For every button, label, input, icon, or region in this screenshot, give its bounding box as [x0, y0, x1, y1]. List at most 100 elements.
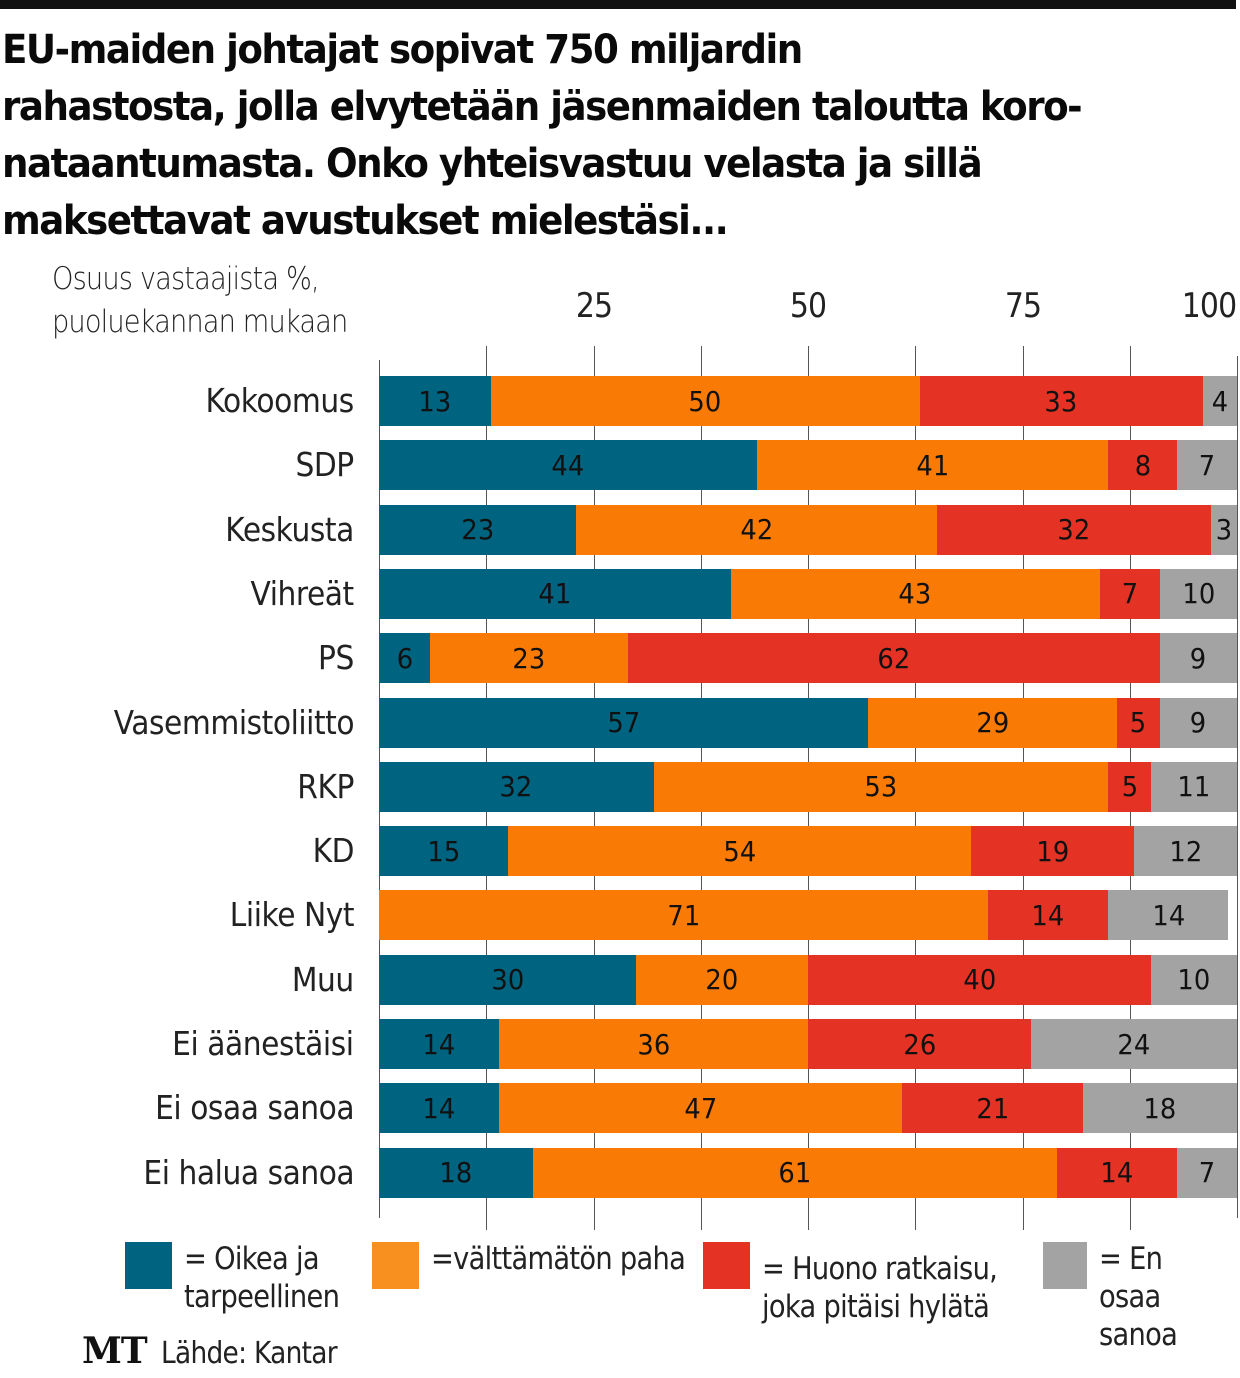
data-label: 11 — [1177, 770, 1211, 804]
title-line: EU-maiden johtajat sopivat 750 miljardin — [2, 27, 803, 73]
axis-caption-line: Osuus vastaajista %, — [52, 261, 320, 297]
bar-segment: 15 — [379, 826, 508, 877]
bar-segment: 40 — [808, 954, 1152, 1005]
data-label: 10 — [1177, 963, 1211, 997]
bar-segment: 57 — [379, 697, 869, 748]
data-label: 32 — [499, 770, 533, 804]
category-label: Ei halua sanoa — [143, 1152, 354, 1192]
x-tick-label: 100 — [1181, 286, 1237, 326]
data-label: 53 — [864, 770, 898, 804]
data-label: 40 — [963, 963, 996, 997]
bar-segment: 47 — [499, 1083, 903, 1134]
bar-segment: 14 — [379, 1019, 500, 1069]
title-line: nataantumasta. Onko yhteisvastuu velasta… — [2, 141, 983, 187]
data-label: 7 — [1121, 577, 1138, 611]
data-label: 50 — [688, 384, 722, 418]
data-label: 23 — [461, 513, 495, 547]
data-label: 13 — [418, 384, 452, 418]
data-label: 54 — [722, 834, 756, 868]
bar-segment: 62 — [627, 633, 1160, 684]
bar-segment: 9 — [1159, 697, 1237, 748]
bar-row: SDP 44 41 8 7 — [0, 440, 1240, 491]
bar-segment: 30 — [379, 954, 637, 1005]
bar-segment: 5 — [1108, 761, 1152, 812]
data-label: 14 — [1151, 898, 1185, 932]
bar-segment: 24 — [1031, 1019, 1237, 1069]
data-label: 61 — [778, 1156, 812, 1190]
bar-segment: 10 — [1159, 568, 1237, 619]
data-label: 57 — [607, 706, 640, 739]
data-label: 3 — [1215, 513, 1233, 547]
data-label: 47 — [684, 1091, 718, 1125]
bar-segment: 50 — [490, 376, 920, 426]
bar-segment: 12 — [1134, 826, 1237, 877]
legend-item-huono: = Huono ratkaisu, joka pitäisi hylätä — [703, 1240, 1029, 1326]
footer: MT Lähde: Kantar — [82, 1330, 361, 1372]
bar-segment: 32 — [379, 761, 654, 812]
bar-segment: 10 — [1151, 954, 1237, 1005]
top-rule — [0, 0, 1236, 9]
data-label: 44 — [551, 448, 585, 482]
data-label: 24 — [1117, 1027, 1151, 1061]
bar-segment: 36 — [499, 1019, 808, 1069]
bar-segment: 26 — [808, 1019, 1032, 1069]
data-label: 29 — [976, 706, 1009, 739]
bar-row: Keskusta 23 42 32 3 — [0, 504, 1240, 555]
legend-item-valttamaton: =välttämätön paha — [372, 1240, 720, 1289]
x-tick-label: 25 — [575, 286, 612, 326]
data-label: 41 — [916, 448, 949, 482]
bar-segment: 6 — [379, 633, 431, 684]
axis-caption: Osuus vastaajista %, puoluekannan mukaan — [52, 258, 348, 344]
data-label: 32 — [1057, 513, 1091, 547]
bar-segment: 11 — [1151, 761, 1237, 812]
data-label: 30 — [491, 963, 525, 997]
legend-label: = Oikea ja tarpeellinen — [184, 1241, 340, 1315]
legend-item-en-osaa: = En osaa sanoa — [1043, 1240, 1240, 1354]
legend-item-oikea: = Oikea ja tarpeellinen — [125, 1240, 360, 1316]
legend-label: =välttämätön paha — [431, 1241, 686, 1277]
x-tick-label: 50 — [789, 286, 827, 326]
data-label: 18 — [439, 1156, 473, 1190]
brand-logo: MT — [82, 1330, 148, 1372]
legend-label: = Huono ratkaisu, joka pitäisi hylätä — [762, 1251, 998, 1325]
source-credit: Lähde: Kantar — [160, 1336, 338, 1371]
bar-segment: 7 — [1176, 1147, 1237, 1198]
category-label: SDP — [295, 445, 355, 485]
data-label: 6 — [396, 641, 413, 675]
bar-segment: 14 — [1108, 890, 1229, 941]
bar-row: Kokoomus 13 50 33 4 — [0, 376, 1240, 426]
bar-segment: 23 — [430, 633, 628, 684]
title-line: rahastosta, jolla elvytetään jäsenmaiden… — [2, 84, 1083, 130]
data-label: 42 — [740, 513, 773, 547]
bar-segment: 54 — [507, 826, 971, 877]
data-label: 14 — [1031, 898, 1065, 932]
legend-label: = En osaa sanoa — [1098, 1241, 1178, 1353]
bar-row: Ei halua sanoa 18 61 14 7 — [0, 1147, 1240, 1198]
bar-segment: 3 — [1211, 504, 1237, 555]
bar-segment: 41 — [756, 440, 1109, 491]
bar-row: Ei äänestäisi 14 36 26 24 — [0, 1019, 1240, 1069]
data-label: 20 — [705, 963, 739, 997]
bar-segment: 20 — [636, 954, 808, 1005]
bar-segment: 32 — [936, 504, 1212, 555]
bar-segment: 7 — [1176, 440, 1237, 491]
bar-segment: 42 — [576, 504, 937, 555]
data-label: 21 — [976, 1091, 1009, 1125]
bar-row: RKP 32 53 5 11 — [0, 761, 1240, 812]
bar-row: Ei osaa sanoa 14 47 21 18 — [0, 1083, 1240, 1134]
bar-segment: 44 — [379, 440, 757, 491]
title-line: maksettavat avustukset mielestäsi... — [2, 198, 729, 244]
bar-row: PS 6 23 62 9 — [0, 633, 1240, 684]
bar-segment: 7 — [1099, 568, 1160, 619]
legend-swatch — [1043, 1242, 1087, 1289]
data-label: 7 — [1198, 1156, 1216, 1190]
legend: = Oikea ja tarpeellinen =välttämätön pah… — [0, 1240, 1240, 1353]
bar-segment: 19 — [971, 826, 1135, 877]
data-label: 5 — [1121, 770, 1138, 804]
bar-row: Vihreät 41 43 7 10 — [0, 568, 1240, 619]
data-label: 14 — [1100, 1156, 1134, 1190]
bar-segment: 5 — [1116, 697, 1160, 748]
bar-row: Vasemmistoliitto 57 29 5 9 — [0, 697, 1240, 748]
category-label: Vihreät — [250, 573, 355, 613]
category-label: Keskusta — [225, 509, 354, 549]
